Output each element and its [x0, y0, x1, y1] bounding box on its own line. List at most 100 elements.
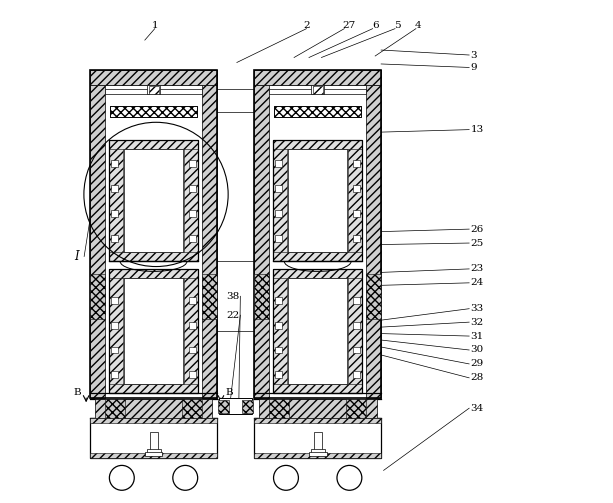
Bar	[366, 85, 381, 398]
Text: 29: 29	[471, 360, 484, 368]
Bar	[124, 148, 183, 253]
Bar	[275, 210, 282, 217]
Bar	[311, 449, 325, 453]
Bar	[145, 452, 162, 456]
Text: 3: 3	[471, 50, 478, 59]
Text: 24: 24	[471, 278, 484, 287]
Text: 22: 22	[226, 311, 239, 320]
Bar	[94, 399, 213, 418]
Bar	[189, 297, 196, 304]
Bar	[366, 274, 381, 319]
Bar	[311, 85, 324, 94]
Bar	[189, 234, 196, 241]
Bar	[111, 371, 118, 378]
Bar	[218, 400, 229, 412]
Text: 2: 2	[303, 21, 310, 30]
Bar	[254, 418, 381, 458]
Bar	[273, 139, 287, 262]
Bar	[147, 449, 161, 453]
Bar	[90, 274, 105, 319]
Text: 9: 9	[471, 63, 478, 72]
Bar	[109, 139, 198, 148]
Bar	[111, 321, 118, 328]
Bar	[111, 160, 118, 167]
Bar	[90, 70, 217, 85]
Bar	[148, 87, 159, 94]
Bar	[313, 87, 322, 94]
Bar	[109, 139, 123, 262]
Bar	[90, 418, 217, 423]
Bar	[275, 185, 282, 192]
Bar	[189, 371, 196, 378]
Bar	[189, 185, 196, 192]
Bar	[353, 371, 360, 378]
Bar	[105, 399, 125, 418]
Text: 31: 31	[471, 331, 484, 341]
Bar	[309, 452, 327, 456]
Text: 23: 23	[471, 265, 484, 274]
Text: 30: 30	[471, 346, 484, 355]
Text: 5: 5	[394, 21, 400, 30]
Bar	[348, 269, 362, 393]
Bar	[110, 106, 197, 117]
Bar	[353, 347, 360, 354]
Bar	[182, 399, 202, 418]
Bar	[254, 85, 269, 398]
Bar	[273, 384, 362, 393]
Bar	[202, 85, 217, 398]
Bar	[90, 70, 217, 398]
Bar	[288, 148, 348, 253]
Bar	[111, 210, 118, 217]
Bar	[109, 269, 198, 278]
Bar	[90, 70, 217, 85]
Bar	[150, 432, 158, 451]
Bar	[275, 297, 282, 304]
Bar	[109, 139, 198, 262]
Bar	[274, 106, 361, 117]
Bar	[353, 160, 360, 167]
Bar	[273, 253, 362, 262]
Bar	[189, 321, 196, 328]
Bar	[254, 70, 381, 85]
Bar	[273, 139, 362, 262]
Bar	[275, 321, 282, 328]
Bar	[353, 210, 360, 217]
Text: 1: 1	[151, 21, 158, 30]
Bar	[109, 269, 198, 393]
Text: 4: 4	[415, 21, 422, 30]
Bar	[254, 274, 269, 319]
Text: 28: 28	[471, 373, 484, 382]
Text: I: I	[74, 250, 79, 263]
Text: B: B	[74, 388, 82, 397]
Text: 34: 34	[471, 404, 484, 412]
Bar	[109, 269, 123, 393]
Bar	[259, 399, 376, 418]
Bar	[90, 418, 217, 458]
Bar	[184, 269, 198, 393]
Bar	[90, 85, 105, 398]
Bar	[189, 347, 196, 354]
Bar	[242, 400, 253, 412]
Bar	[105, 89, 202, 94]
Bar	[273, 269, 362, 278]
Bar	[353, 321, 360, 328]
Text: 13: 13	[471, 125, 484, 134]
Bar	[274, 106, 361, 117]
Bar	[111, 185, 118, 192]
Bar	[184, 139, 198, 262]
Bar	[314, 432, 322, 451]
Text: 26: 26	[471, 225, 484, 233]
Bar	[288, 278, 348, 384]
Bar	[346, 399, 366, 418]
Bar	[254, 418, 381, 423]
Bar	[273, 269, 362, 393]
Bar	[202, 274, 217, 319]
Bar	[189, 160, 196, 167]
Bar	[110, 106, 197, 117]
Text: 33: 33	[471, 304, 484, 313]
Bar	[189, 210, 196, 217]
Bar	[273, 139, 362, 148]
Bar	[254, 70, 381, 398]
Bar	[109, 384, 198, 393]
Bar	[275, 160, 282, 167]
